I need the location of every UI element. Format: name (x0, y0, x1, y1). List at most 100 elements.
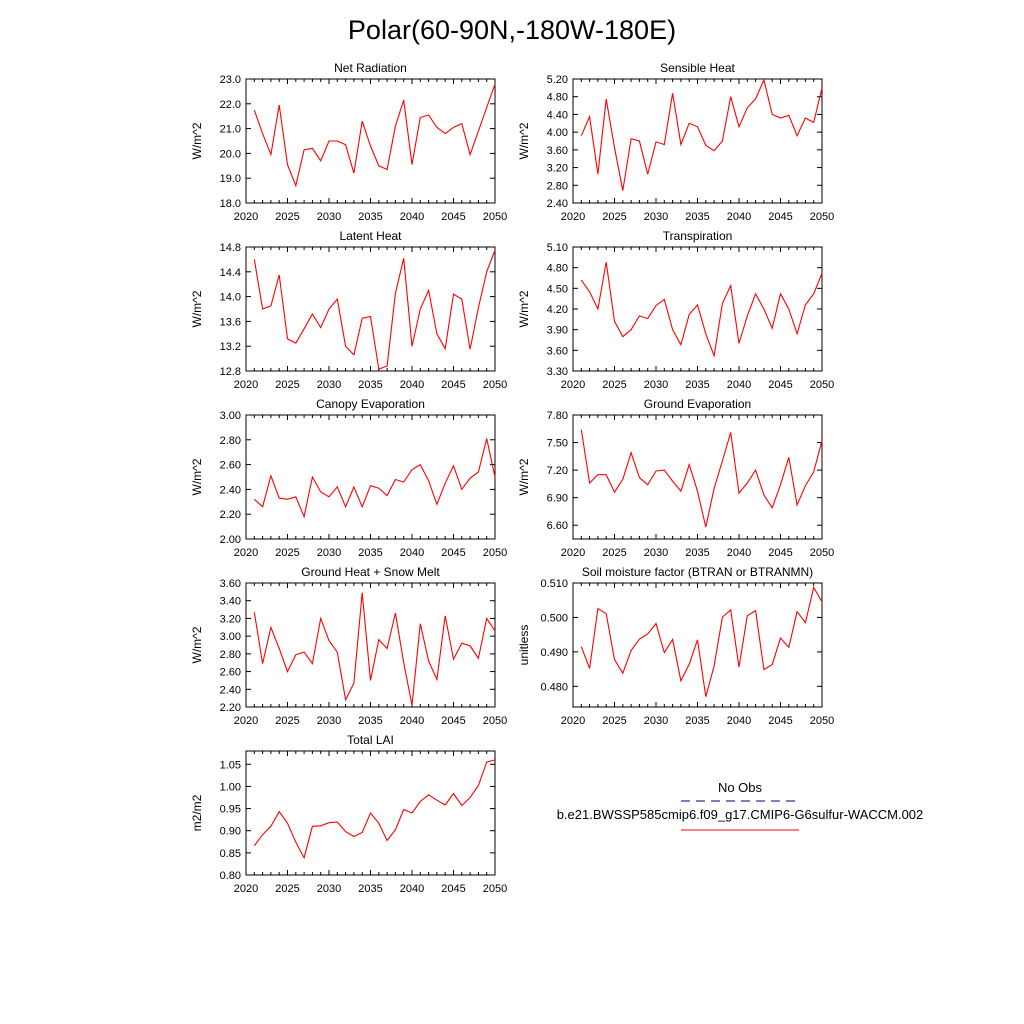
panel-1: 2020 2025 2030 2035 2040 2045 2050 18.0 19.0 20.0… (190, 61, 507, 223)
y-tick-label: 14.4 (220, 267, 241, 279)
y-tick-label: 2.20 (220, 702, 241, 714)
y-tick-label: 21.0 (220, 124, 241, 136)
x-tick-label: 2025 (275, 211, 299, 223)
x-tick-label: 2040 (400, 379, 424, 391)
panel-title: Total LAI (347, 733, 394, 747)
plot-frame (245, 78, 496, 204)
x-tick-label: 2040 (727, 379, 751, 391)
y-axis-label: unitless (517, 625, 531, 666)
plot-frame (245, 582, 496, 708)
y-tick-label: 6.60 (547, 520, 568, 532)
y-tick-label: 4.00 (547, 127, 568, 139)
y-tick-label: 7.50 (547, 438, 568, 450)
panel-3: 2020 2025 2030 2035 2040 2045 2050 12.8 13.2 13.6… (190, 229, 507, 391)
y-tick-label: 0.480 (540, 681, 568, 693)
x-tick-label: 2020 (234, 715, 258, 727)
x-tick-label: 2020 (561, 379, 585, 391)
x-tick-label: 2025 (275, 883, 299, 895)
y-tick-label: 13.2 (220, 341, 241, 353)
y-tick-label: 22.0 (220, 99, 241, 111)
plot-frame (572, 78, 823, 204)
x-tick-label: 2040 (727, 715, 751, 727)
y-tick-label: 3.60 (220, 578, 241, 590)
panel-title: Ground Evaporation (644, 397, 751, 411)
y-axis-label: W/m^2 (190, 626, 204, 663)
x-tick-label: 2045 (441, 883, 465, 895)
x-tick-label: 2030 (317, 715, 341, 727)
x-tick-label: 2035 (358, 883, 382, 895)
panel-title: Transpiration (663, 229, 733, 243)
series-line (253, 759, 496, 860)
series-line (580, 429, 823, 528)
y-tick-label: 13.6 (220, 316, 241, 328)
y-tick-label: 3.00 (220, 631, 241, 643)
panel-2: 2020 2025 2030 2035 2040 2045 2050 2.40 2.80 3.20… (517, 61, 834, 223)
y-tick-label: 18.0 (220, 198, 241, 210)
y-tick-label: 19.0 (220, 173, 241, 185)
plot-frame (572, 246, 823, 372)
x-tick-label: 2020 (561, 211, 585, 223)
x-tick-label: 2030 (317, 379, 341, 391)
y-tick-label: 2.40 (220, 484, 241, 496)
y-axis-label: W/m^2 (517, 290, 531, 327)
x-tick-label: 2040 (400, 547, 424, 559)
y-tick-label: 3.20 (220, 613, 241, 625)
x-tick-label: 2050 (810, 211, 834, 223)
series-line (580, 262, 823, 358)
series-line (253, 438, 496, 519)
panel-title: Canopy Evaporation (316, 397, 425, 411)
x-tick-label: 2030 (317, 211, 341, 223)
x-tick-label: 2050 (483, 883, 507, 895)
y-tick-label: 2.80 (220, 435, 241, 447)
y-tick-label: 2.80 (220, 649, 241, 661)
y-tick-label: 3.40 (220, 596, 241, 608)
panel-8: 2020 2025 2030 2035 2040 2045 2050 0.480 0.490 0.… (517, 565, 834, 727)
x-tick-label: 2025 (275, 379, 299, 391)
x-tick-label: 2025 (602, 715, 626, 727)
x-tick-label: 2035 (358, 715, 382, 727)
x-tick-label: 2030 (644, 211, 668, 223)
y-axis-label: W/m^2 (190, 290, 204, 327)
x-tick-label: 2035 (358, 547, 382, 559)
x-tick-label: 2045 (768, 211, 792, 223)
x-tick-label: 2025 (602, 547, 626, 559)
x-tick-label: 2045 (768, 547, 792, 559)
y-tick-label: 2.60 (220, 667, 241, 679)
x-tick-label: 2020 (234, 883, 258, 895)
y-tick-label: 0.85 (220, 848, 241, 860)
legend-obs-label: No Obs (718, 780, 763, 795)
x-tick-label: 2030 (317, 547, 341, 559)
y-tick-label: 2.00 (220, 534, 241, 546)
y-axis-label: W/m^2 (190, 458, 204, 495)
x-tick-label: 2020 (561, 547, 585, 559)
x-tick-label: 2050 (810, 547, 834, 559)
plot-frame (572, 582, 823, 708)
x-tick-label: 2040 (400, 211, 424, 223)
x-tick-label: 2040 (727, 547, 751, 559)
y-tick-label: 1.00 (220, 781, 241, 793)
panel-6: 2020 2025 2030 2035 2040 2045 2050 6.60 6.90 7.20… (517, 397, 834, 559)
y-tick-label: 2.40 (547, 198, 568, 210)
y-tick-label: 2.60 (220, 460, 241, 472)
x-tick-label: 2045 (441, 547, 465, 559)
y-tick-label: 3.30 (547, 366, 568, 378)
y-tick-label: 3.90 (547, 325, 568, 337)
y-tick-label: 20.0 (220, 148, 241, 160)
legend: No Obs b.e21.BWSSP585cmip6.f09_g17.CMIP6… (557, 780, 923, 831)
y-tick-label: 2.20 (220, 509, 241, 521)
x-tick-label: 2035 (685, 547, 709, 559)
y-tick-label: 4.20 (547, 304, 568, 316)
y-tick-label: 14.8 (220, 242, 241, 254)
x-tick-label: 2020 (561, 715, 585, 727)
y-tick-label: 4.80 (547, 263, 568, 275)
y-tick-label: 0.95 (220, 804, 241, 816)
series-line (253, 592, 496, 706)
series-line (580, 78, 823, 191)
x-tick-label: 2025 (275, 715, 299, 727)
y-tick-label: 0.490 (540, 647, 568, 659)
panel-title: Ground Heat + Snow Melt (301, 565, 440, 579)
y-axis-label: m2/m2 (190, 794, 204, 831)
y-tick-label: 0.90 (220, 826, 241, 838)
x-tick-label: 2050 (483, 547, 507, 559)
y-tick-label: 12.8 (220, 366, 241, 378)
